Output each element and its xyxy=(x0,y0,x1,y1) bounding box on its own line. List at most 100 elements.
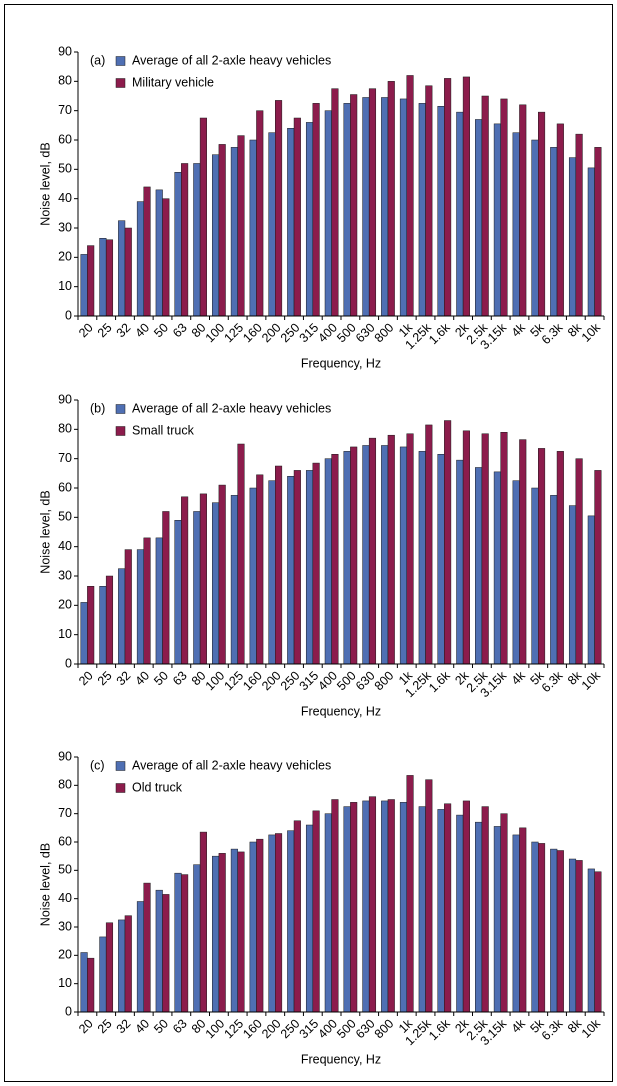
x-tick-label: 32 xyxy=(114,1017,134,1037)
legend-label: Average of all 2-axle heavy vehicles xyxy=(132,401,331,415)
bar xyxy=(293,117,301,317)
bar xyxy=(587,515,595,665)
bar xyxy=(456,111,464,317)
bar xyxy=(475,821,483,1013)
x-axis-label: Frequency, Hz xyxy=(301,704,381,718)
y-tick-label: 0 xyxy=(65,308,72,322)
bar xyxy=(381,97,389,317)
bar xyxy=(519,827,527,1013)
x-tick-label: 25 xyxy=(95,669,115,689)
bar xyxy=(594,871,602,1013)
bar xyxy=(444,78,452,317)
bar xyxy=(425,779,433,1013)
bar xyxy=(212,855,220,1013)
bar xyxy=(143,186,151,317)
bar xyxy=(368,88,377,317)
bar xyxy=(324,110,332,317)
bar xyxy=(212,502,220,665)
bar xyxy=(199,493,207,665)
bar xyxy=(268,480,276,665)
bar xyxy=(568,157,577,317)
bar xyxy=(287,476,295,665)
bar xyxy=(493,123,501,317)
y-tick-label: 10 xyxy=(58,976,72,990)
x-tick-label: 63 xyxy=(170,669,190,689)
bar xyxy=(256,474,264,665)
x-tick-label: 50 xyxy=(151,321,171,341)
x-axis-label: Frequency, Hz xyxy=(301,356,381,370)
bar xyxy=(136,901,144,1013)
bar xyxy=(519,104,527,317)
x-tick-label: 10k xyxy=(579,320,604,345)
bar xyxy=(331,454,339,665)
bar xyxy=(305,824,314,1013)
bar xyxy=(268,132,276,317)
bar xyxy=(444,803,452,1013)
y-tick-label: 20 xyxy=(58,250,72,264)
bar xyxy=(193,511,201,665)
y-tick-label: 80 xyxy=(58,74,72,88)
bar xyxy=(587,868,595,1013)
y-tick-label: 70 xyxy=(58,806,72,820)
bar xyxy=(99,238,107,317)
x-tick-label: 800 xyxy=(372,321,397,346)
bar xyxy=(362,97,370,317)
legend-swatch xyxy=(115,761,126,771)
y-tick-label: 40 xyxy=(58,891,72,905)
bar xyxy=(437,106,445,317)
bar xyxy=(531,487,539,665)
bar xyxy=(343,103,351,317)
y-tick-label: 0 xyxy=(65,1004,72,1018)
bar xyxy=(305,122,314,317)
bar xyxy=(456,459,464,665)
bar xyxy=(500,432,508,665)
bar xyxy=(218,484,226,665)
bar xyxy=(406,433,414,665)
bar xyxy=(275,465,283,665)
legend-swatch xyxy=(115,426,126,436)
bar xyxy=(193,163,201,317)
x-tick-label: 1.6k xyxy=(426,320,453,347)
y-tick-label: 30 xyxy=(58,568,72,582)
y-tick-label: 50 xyxy=(58,863,72,877)
y-tick-label: 80 xyxy=(58,778,72,792)
bar xyxy=(181,874,189,1013)
bar xyxy=(368,437,377,665)
y-tick-label: 10 xyxy=(58,627,72,641)
bar xyxy=(256,110,264,317)
x-tick-label: 10k xyxy=(579,668,604,693)
bar xyxy=(80,952,88,1013)
x-tick-label: 4k xyxy=(509,668,529,688)
bar xyxy=(124,549,132,665)
bar xyxy=(406,75,414,317)
bar xyxy=(425,424,433,665)
y-tick-label: 50 xyxy=(58,162,72,176)
bar xyxy=(136,549,144,665)
bar xyxy=(331,88,339,317)
x-tick-label: 20 xyxy=(76,1017,96,1037)
bar xyxy=(174,172,182,317)
legend-swatch xyxy=(115,56,126,66)
y-axis-label: Noise level, dB xyxy=(38,843,52,926)
bar xyxy=(481,95,489,317)
legend-label: Average of all 2-axle heavy vehicles xyxy=(132,758,331,772)
bar xyxy=(556,123,564,317)
bar xyxy=(275,100,283,317)
legend-swatch xyxy=(115,783,126,793)
bar xyxy=(556,451,564,665)
y-tick-label: 60 xyxy=(58,834,72,848)
bar xyxy=(293,820,301,1013)
bar xyxy=(387,81,395,317)
bar xyxy=(531,139,539,317)
bar xyxy=(362,445,370,665)
bar xyxy=(312,810,320,1013)
x-tick-label: 4k xyxy=(509,320,529,340)
bar xyxy=(381,800,389,1013)
y-tick-label: 0 xyxy=(65,656,72,670)
y-tick-label: 60 xyxy=(58,480,72,494)
bar xyxy=(87,586,95,665)
bar xyxy=(575,860,583,1013)
bar xyxy=(80,602,88,665)
